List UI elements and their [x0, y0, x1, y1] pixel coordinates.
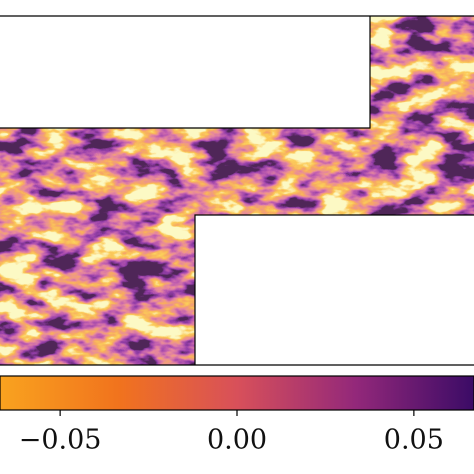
domain-outline — [0, 15, 474, 366]
tick-label: −0.05 — [19, 425, 102, 456]
tick-label: 0.00 — [207, 425, 267, 456]
tick-label: 0.05 — [384, 425, 444, 456]
colorbar — [0, 375, 474, 411]
field-texture — [0, 16, 474, 365]
field — [0, 16, 474, 365]
